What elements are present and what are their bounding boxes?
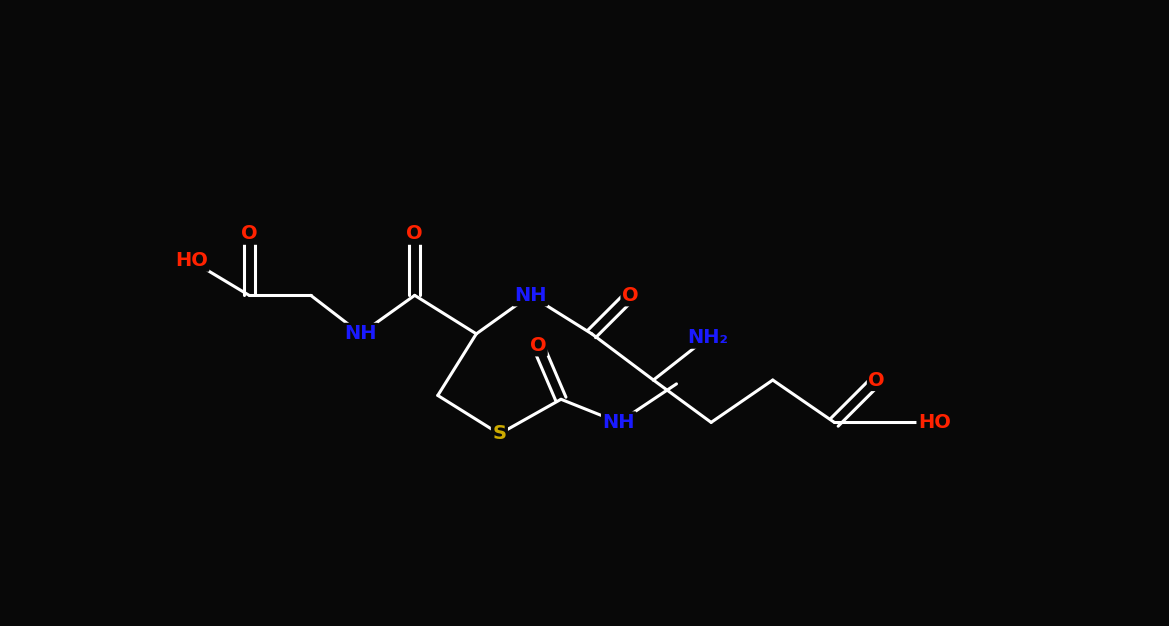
Text: NH₂: NH₂ bbox=[687, 328, 728, 347]
Text: NH: NH bbox=[514, 286, 546, 305]
Text: O: O bbox=[241, 224, 257, 244]
Text: HO: HO bbox=[175, 251, 208, 270]
Text: NH: NH bbox=[345, 324, 378, 343]
Text: NH: NH bbox=[602, 413, 635, 432]
Text: S: S bbox=[492, 424, 506, 443]
Text: O: O bbox=[407, 224, 423, 244]
Text: HO: HO bbox=[918, 413, 950, 432]
Text: O: O bbox=[869, 371, 885, 389]
Text: O: O bbox=[530, 336, 546, 355]
Text: O: O bbox=[622, 286, 638, 305]
